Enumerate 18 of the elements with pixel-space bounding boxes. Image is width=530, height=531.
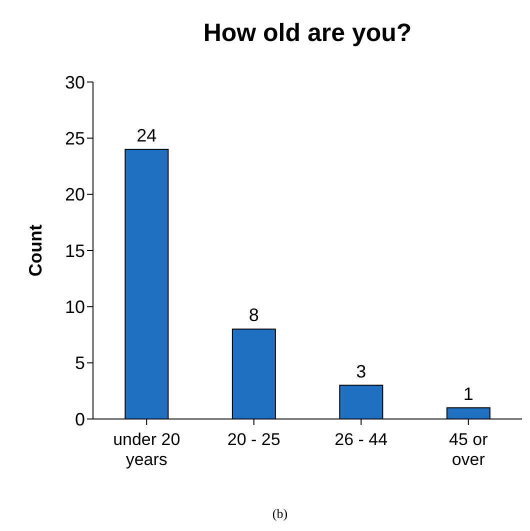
chart-title: How old are you?	[202, 18, 413, 49]
text: (b)	[271, 506, 289, 522]
x-tick-label: 20 - 25	[227, 430, 280, 449]
data-label: 1	[463, 384, 474, 404]
y-tick-label: 25	[64, 128, 85, 149]
data-label: 3	[356, 361, 366, 382]
y-tick-label: 0	[74, 409, 85, 430]
x-tick-label: 26 - 44	[334, 430, 388, 449]
y-tick-label: 20	[64, 184, 85, 205]
data-label: 24	[136, 125, 157, 146]
y-tick-label: 30	[64, 72, 85, 92]
y-tick-label: 5	[74, 353, 85, 374]
data-label: 8	[248, 305, 259, 326]
x-tick-label: under 20 years	[113, 430, 180, 469]
y-tick-label: 10	[64, 297, 85, 318]
y-axis-title: Count	[25, 224, 46, 276]
y-tick-label: 15	[64, 240, 85, 261]
x-tick-label: 45 or over	[449, 430, 488, 469]
